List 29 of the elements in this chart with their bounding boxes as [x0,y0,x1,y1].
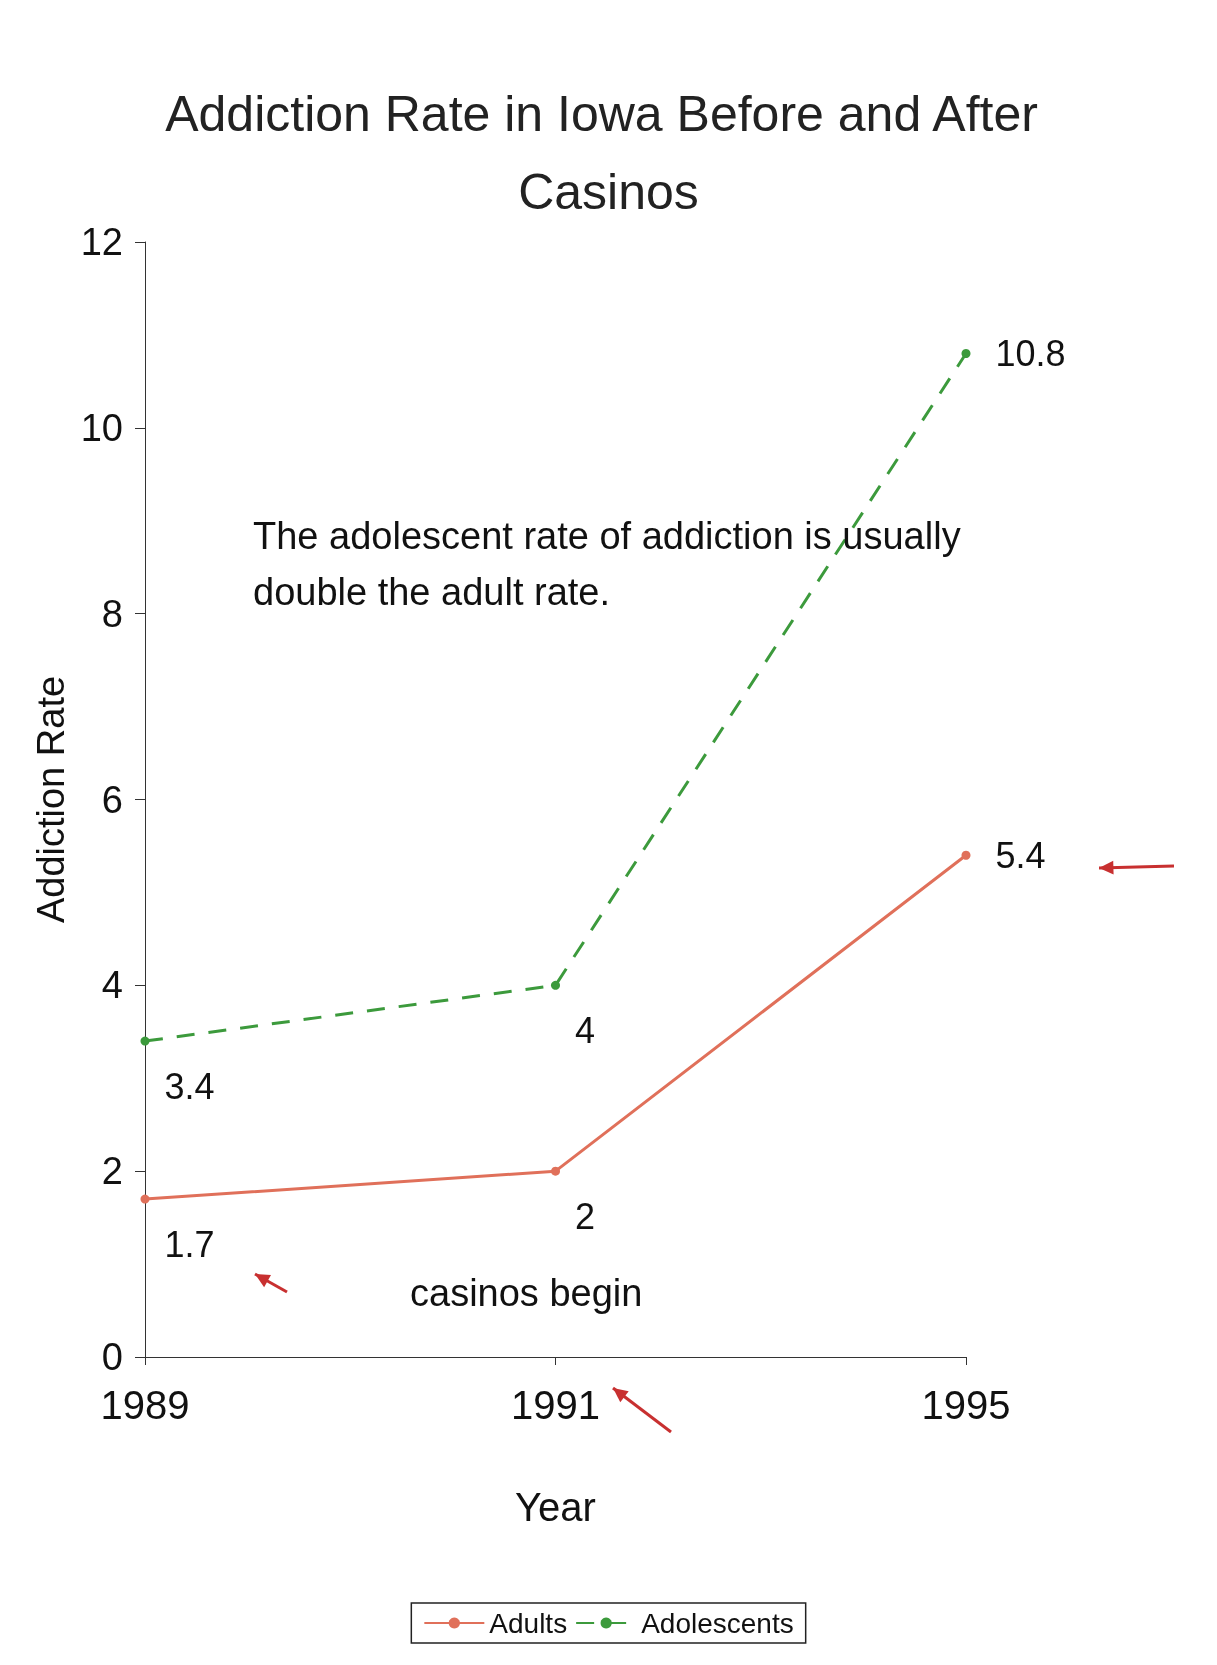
y-axis-title: Addiction Rate [29,675,72,924]
x-tick-label: 1995 [921,1383,1011,1427]
data-label: 10.8 [995,333,1066,374]
x-tick-label: 1991 [511,1383,600,1427]
y-tick-label: 12 [80,221,123,263]
x-axis-title: Year [515,1485,596,1529]
chart-title: Addiction Rate in Iowa Before and After Casinos [165,86,1052,220]
annotation: casinos begin [410,1272,643,1315]
data-label: 3.4 [164,1065,215,1107]
point [961,349,971,358]
x-tick-label: 1989 [100,1383,190,1427]
data-label: 5.4 [995,834,1046,876]
legend-label: Adolescents [641,1607,794,1639]
y-tick-label: 4 [101,964,123,1007]
y-tick-label: 6 [101,778,123,821]
y-tick-label: 10 [80,406,123,449]
point [551,980,560,990]
legend-label: Adults [489,1607,568,1639]
data-label: 2 [575,1195,596,1237]
point [140,1036,150,1046]
data-label: 4 [575,1009,596,1051]
y-tick-label: 2 [101,1150,123,1193]
y-tick-label: 0 [101,1336,123,1378]
annotation: The adolescent rate of addiction is usually double the adult rate. [253,514,962,615]
point [551,1166,560,1176]
y-tick-label: 8 [101,592,123,635]
point [140,1194,150,1204]
point [961,850,971,860]
data-label: 1.7 [164,1223,215,1265]
